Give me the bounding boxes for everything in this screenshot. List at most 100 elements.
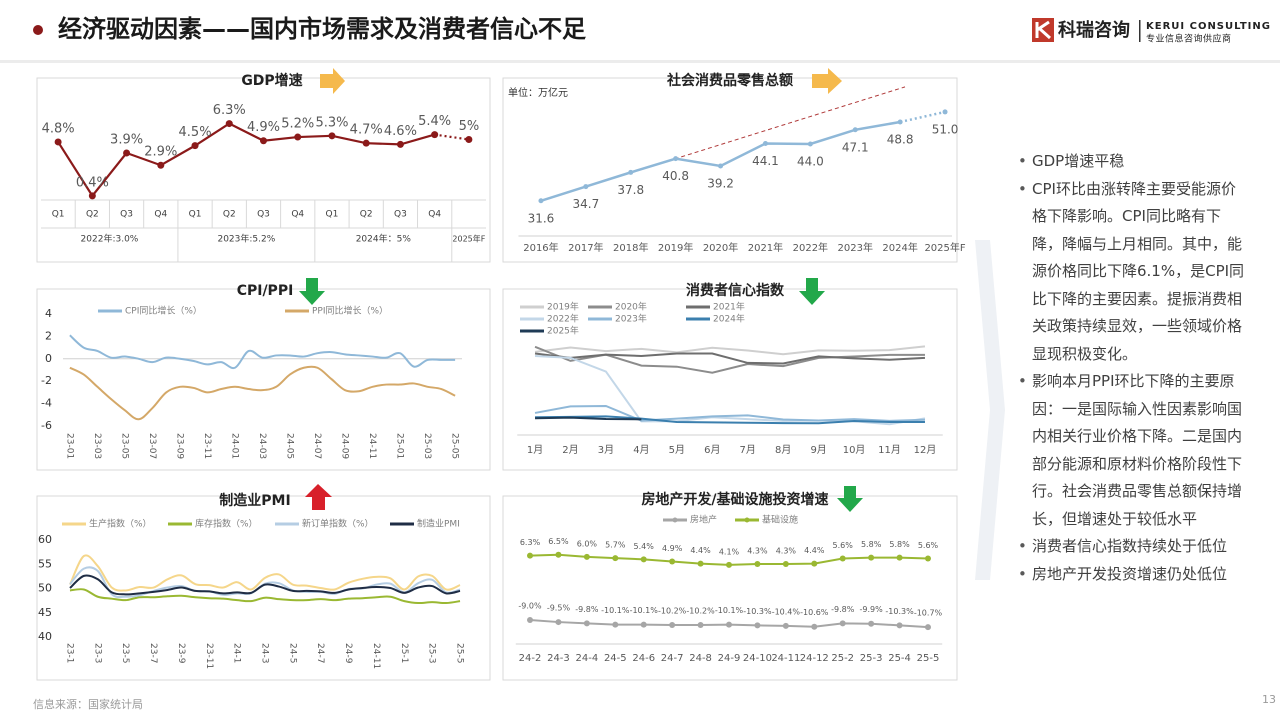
- legend-label: 新订单指数（%）: [302, 518, 374, 530]
- data-label: 5.6%: [918, 541, 939, 550]
- x-tick-label: 24-11: [371, 643, 381, 669]
- bullet: GDP增速平稳: [1018, 148, 1250, 176]
- x-tick-label: 4月: [633, 444, 649, 456]
- point: [839, 555, 846, 562]
- data-label: 5.8%: [889, 540, 910, 549]
- point: [260, 137, 267, 145]
- point: [896, 622, 903, 629]
- x-tick-label: 25-2: [831, 653, 854, 664]
- point: [538, 198, 544, 204]
- point: [782, 622, 789, 629]
- series-line: [534, 345, 926, 356]
- x-tick-label: 24-05: [285, 433, 295, 459]
- x-tick-label: 24-2: [519, 653, 542, 664]
- group-label: 2024年：5%: [356, 233, 412, 245]
- data-label: 4.7%: [350, 123, 383, 138]
- x-tick-label: 24-3: [547, 653, 570, 664]
- series-line: [69, 554, 461, 592]
- data-label: -10.3%: [885, 607, 914, 616]
- legend-label: 2021年: [713, 301, 745, 313]
- point: [362, 139, 370, 147]
- x-tick-label: 25-05: [450, 433, 460, 459]
- data-label: 40.8: [662, 169, 689, 183]
- x-tick-label: 24-11: [771, 653, 800, 664]
- data-label: 5.8%: [861, 540, 882, 549]
- x-tick-label: 23-03: [92, 433, 102, 459]
- x-tick-label: 25-03: [422, 433, 432, 459]
- point: [583, 553, 590, 560]
- point: [88, 192, 96, 200]
- data-label: 5.7%: [605, 541, 626, 550]
- y-tick-label: -4: [41, 397, 52, 410]
- point: [811, 623, 818, 630]
- data-label: -10.4%: [772, 607, 801, 616]
- x-tick-label: Q3: [120, 210, 133, 220]
- data-label: -9.0%: [518, 601, 542, 610]
- series-line: [534, 404, 926, 422]
- chart-title: GDP增速: [241, 72, 302, 89]
- point: [465, 136, 473, 143]
- header-bar: [0, 0, 1280, 60]
- x-tick-label: 24-8: [689, 653, 712, 664]
- point: [762, 141, 768, 147]
- legend-label: 2022年: [547, 313, 579, 325]
- data-label: 39.2: [707, 176, 734, 190]
- data-label: 5.4%: [418, 114, 451, 129]
- logo-tagline: 专业信息咨询供应商: [1146, 33, 1232, 45]
- x-tick-label: Q4: [291, 210, 304, 220]
- legend-label: PPI同比增长（%）: [312, 305, 388, 317]
- logo-name: 科瑞咨询: [1058, 19, 1130, 41]
- data-label: -10.1%: [601, 606, 630, 615]
- legend-label: 2024年: [713, 313, 745, 325]
- data-label: -9.5%: [547, 604, 571, 613]
- point: [754, 560, 761, 567]
- x-tick-label: 7月: [740, 444, 756, 456]
- y-tick-label: 4: [45, 307, 52, 320]
- point: [924, 555, 931, 562]
- data-label: 6.3%: [520, 538, 541, 547]
- x-tick-label: 23-3: [92, 643, 102, 663]
- point: [897, 119, 903, 125]
- x-tick-label: 2017年: [568, 241, 603, 254]
- bullet: 房地产开发投资增速仍处低位: [1018, 561, 1250, 589]
- data-label: 44.0: [797, 154, 824, 168]
- chart-title: 制造业PMI: [219, 492, 290, 509]
- series-line: [69, 574, 461, 596]
- unit-label: 单位：万亿元: [508, 86, 568, 99]
- data-label: 4.5%: [179, 125, 212, 140]
- data-label: 5.2%: [281, 117, 314, 132]
- point: [669, 558, 676, 565]
- header-shadow: [0, 60, 1280, 63]
- x-tick-label: 23-7: [148, 643, 158, 663]
- source: 信息来源：国家统计局: [33, 697, 143, 711]
- x-tick-label: 6月: [704, 444, 720, 456]
- logo-mark: [1035, 20, 1052, 40]
- bullet: CPI环比由涨转降主要受能源价格下降影响。CPI同比略有下降，降幅与上月相同。其…: [1018, 176, 1250, 369]
- y-tick-label: -6: [41, 419, 52, 432]
- y-tick-label: 60: [38, 533, 52, 546]
- data-label: 6.0%: [577, 539, 598, 548]
- x-tick-label: 25-3: [427, 643, 437, 663]
- panel: [36, 77, 491, 263]
- point: [294, 133, 302, 141]
- x-tick-label: 24-9: [343, 643, 353, 664]
- x-tick-label: 11月: [878, 444, 901, 456]
- point: [191, 142, 199, 150]
- point: [640, 556, 647, 563]
- data-label: -9.9%: [860, 605, 884, 614]
- title-dot: [33, 25, 43, 35]
- data-label: -10.6%: [800, 608, 829, 617]
- point: [807, 141, 813, 147]
- y-tick-label: -2: [41, 374, 52, 387]
- x-tick-label: 10月: [843, 444, 866, 456]
- group-label: 2023年:5.2%: [217, 233, 275, 245]
- point: [123, 149, 131, 157]
- x-tick-label: 24-10: [743, 653, 772, 664]
- point: [852, 127, 858, 133]
- point: [612, 555, 619, 562]
- x-tick-label: 24-7: [661, 653, 684, 664]
- x-tick-label: 2023年: [838, 241, 873, 254]
- point: [583, 620, 590, 627]
- point: [431, 131, 439, 139]
